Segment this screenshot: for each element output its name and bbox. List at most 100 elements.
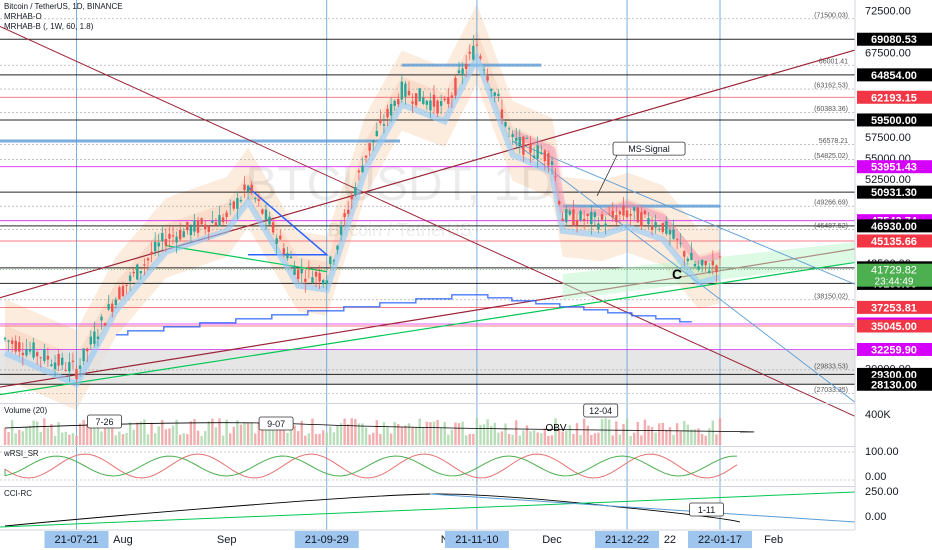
candle-body-2021-07-26 [93,331,96,344]
candle-body-2022-01-05 [675,238,679,240]
volume-bar [425,421,429,445]
level-label-4: 56578.21 [819,138,848,145]
candle-body-2021-11-02 [447,97,450,105]
price-tag-bg-13 [857,319,932,333]
volume-bar [665,429,668,445]
price-tag-2: 62193.15 [871,92,917,104]
volume-bar [354,418,357,445]
candle-body-2021-07-23 [82,348,85,362]
candle-body-2021-07-24 [86,348,89,352]
candle-body-2021-12-15 [600,214,604,220]
wrsi-signal-line [4,455,738,477]
volume-bar [221,435,225,445]
current-price-tag-bg [857,263,932,287]
candle-body-2021-11-22 [518,137,521,147]
price-tag-bg-4 [857,160,932,174]
volume-bar [78,423,82,445]
time-highlight-bg-2 [444,531,509,548]
candle-body-2022-01-07 [683,251,686,257]
volume-bar [357,423,361,445]
volume-bar [479,424,482,445]
volume-bar [611,435,614,445]
volume-bar [618,434,622,445]
candle-body-2022-01-01 [661,223,664,232]
time-axis-label-feb: Feb [764,534,783,546]
candle-body-2021-11-07 [464,64,468,69]
volume-bar [182,433,185,445]
candle-body-2021-07-27 [96,336,100,340]
volume-bar [32,420,35,445]
volume-bar [507,434,511,445]
volume-bar [121,434,125,445]
volume-bar [607,419,611,445]
volume-bar [64,431,67,445]
candle-body-2021-12-30 [654,221,657,228]
candle-body-2021-12-10 [582,218,586,221]
callout-label-1-11: 1-11 [698,505,715,515]
volume-bar [329,426,332,445]
time-axis-label-dec: Dec [542,534,562,546]
candle-body-2021-07-14 [50,364,53,367]
volume-bar [643,419,647,445]
volume-bar [704,435,707,445]
candle-body-2021-10-24 [414,93,418,106]
candle-body-2021-09-06 [243,184,246,191]
volume-bar [593,433,597,445]
price-tag-bg-11 [857,300,932,314]
volume-bar [715,434,718,445]
candle-body-2021-08-09 [143,264,146,266]
volume-bar [708,428,711,445]
candle-body-2021-10-30 [436,100,439,114]
volume-bar [615,421,618,445]
candle-body-2021-07-30 [107,304,110,310]
candle-body-2021-12-11 [586,214,589,216]
volume-bar [279,419,282,445]
candle-body-2021-09-22 [300,268,303,274]
candle-body-2021-07-17 [61,357,64,366]
volume-bar [690,429,693,445]
volume-bar [439,427,443,445]
candle-body-2021-08-31 [221,217,225,223]
price-tag-bg-16 [857,377,932,391]
candle-body-2021-12-14 [597,223,600,230]
volume-bar [372,432,375,445]
candle-body-2021-12-12 [590,211,593,225]
candle-body-2021-10-02 [336,245,339,250]
volume-bar [590,434,593,445]
candle-body-2021-12-25 [636,207,639,223]
support-zone-box [0,349,855,385]
price-tag-8: 45135.66 [871,236,917,248]
cci-blue-trend [429,493,856,523]
candle-body-2021-09-01 [225,212,228,217]
candle-body-2021-11-12 [482,69,486,71]
volume-bar [640,435,643,445]
price-tag-11: 37253.81 [871,302,917,314]
candle-body-2021-07-02 [7,340,10,342]
volume-bar [386,427,389,445]
candle-body-2022-01-14 [708,270,711,273]
callout-box-1-11 [689,502,724,517]
wrsi-line [4,453,738,479]
candle-body-2022-01-15 [711,260,715,266]
volume-bar [650,427,654,445]
volume-bar [207,421,210,445]
volume-bar [475,418,479,445]
volume-bar [400,427,404,445]
cci-axis-label-0: 0.00 [865,511,886,523]
volume-bar [397,424,400,445]
candle-body-2021-11-09 [472,45,475,60]
volume-bar [504,423,507,445]
volume-bar [150,422,153,445]
volume-bar [343,418,346,445]
obv-label: OBV [545,423,566,434]
candle-body-2021-11-30 [547,153,550,166]
candle-body-2021-10-10 [364,155,368,158]
candle-body-2021-07-08 [28,348,32,352]
price-tag-0: 69080.53 [871,34,917,46]
candle-body-2021-07-05 [18,342,21,352]
volume-bar [71,433,75,445]
candle-body-2021-09-04 [236,197,239,209]
volume-bar [429,422,432,445]
time-highlight-21-09-29: 21-09-29 [305,534,349,546]
